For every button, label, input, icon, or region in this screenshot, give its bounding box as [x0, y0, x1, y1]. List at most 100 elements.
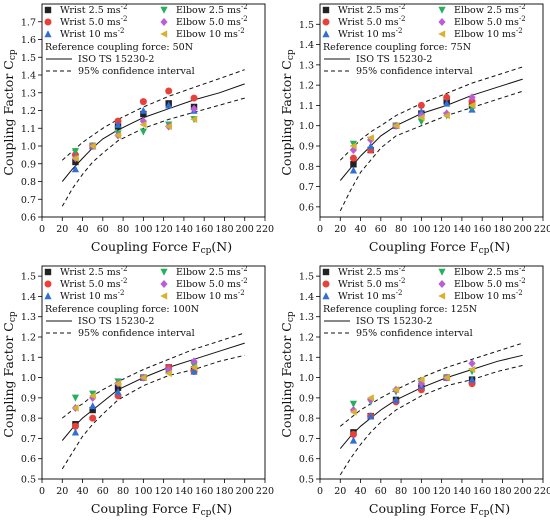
x-tick-label: 220 — [534, 224, 550, 235]
legend-label-text: Wrist 5.0 ms — [338, 17, 399, 28]
data-point — [349, 436, 358, 444]
y-tick-label: 0.8 — [21, 177, 36, 188]
y-tick-label: 0.6 — [21, 213, 36, 224]
x-tick-label: 120 — [155, 224, 173, 235]
y-tick-label: 0.8 — [299, 162, 314, 173]
x-axis-label-unit: (N) — [489, 501, 510, 516]
legend-label-sup: -2 — [516, 27, 523, 35]
data-point — [164, 122, 172, 131]
legend-label-sup: -2 — [399, 265, 406, 273]
data-point — [71, 428, 80, 436]
x-tick-label: 100 — [412, 486, 430, 497]
ci-upper-line — [339, 66, 523, 161]
data-point — [468, 101, 476, 110]
legend-label: Wrist 10 ms-2 — [338, 27, 402, 40]
x-axis-label-sub: cp — [201, 508, 212, 518]
y-tick-label: 1.4 — [21, 292, 36, 303]
data-point — [88, 142, 96, 150]
x-tick-label: 20 — [56, 486, 68, 497]
x-axis-label-sub: cp — [479, 508, 490, 518]
data-point — [442, 373, 450, 382]
legend-label-sup: -2 — [519, 277, 526, 285]
y-tick-label: 1.4 — [299, 292, 314, 303]
legend-iso-label: ISO TS 15230-2 — [78, 316, 154, 327]
y-tick-label: 1.1 — [21, 124, 36, 135]
legend-label: Elbow 2.5 ms-2 — [454, 265, 526, 278]
x-tick-label: 0 — [317, 486, 323, 497]
data-point — [190, 363, 198, 372]
legend-label-text: Elbow 5.0 ms — [176, 279, 241, 290]
series-triangle-left — [71, 115, 198, 163]
y-tick-label: 1.0 — [299, 121, 314, 132]
x-tick-label: 20 — [334, 486, 346, 497]
x-tick-label: 200 — [236, 224, 254, 235]
data-point — [164, 369, 172, 378]
y-tick-label: 1.3 — [299, 312, 314, 323]
data-point — [71, 154, 79, 163]
y-tick-label: 0.9 — [21, 393, 36, 404]
x-tick-label: 160 — [473, 224, 491, 235]
y-tick-label: 1.0 — [21, 373, 36, 384]
y-tick-label: 0.5 — [21, 475, 36, 486]
legend-label: Elbow 5.0 ms-2 — [176, 15, 248, 28]
x-tick-label: 120 — [433, 224, 451, 235]
x-axis-label-text: Coupling Force F — [369, 501, 479, 516]
legend-label-text: Wrist 5.0 ms — [60, 17, 121, 28]
legend-label: Elbow 2.5 ms-2 — [176, 3, 248, 16]
x-tick-label: 80 — [395, 486, 407, 497]
legend-label-sup: -2 — [516, 289, 523, 297]
legend-label: Elbow 2.5 ms-2 — [454, 3, 526, 16]
x-tick-label: 120 — [155, 486, 173, 497]
reference-force-text: Reference coupling force: 75N — [323, 42, 471, 53]
legend-label-sup: -2 — [241, 3, 248, 11]
data-point — [442, 111, 450, 120]
data-point — [350, 161, 357, 168]
data-point — [367, 412, 375, 420]
legend-label-sup: -2 — [519, 15, 526, 23]
reference-force-text: Reference coupling force: 125N — [323, 304, 477, 315]
series-diamond — [71, 357, 198, 412]
plot-frame — [319, 3, 544, 218]
legend-label-sup: -2 — [519, 3, 526, 11]
ci-lower-line — [61, 97, 245, 207]
ci-upper-line — [61, 69, 245, 161]
x-axis-label: Coupling Force Fcp(N) — [91, 501, 232, 518]
series-circle — [349, 93, 476, 162]
legend-label-text: Wrist 2.5 ms — [60, 267, 121, 278]
legend-label-sup: -2 — [238, 289, 245, 297]
x-tick-label: 40 — [76, 486, 88, 497]
data-point — [165, 365, 173, 374]
data-point — [366, 394, 374, 402]
data-point — [349, 408, 357, 416]
data-point — [71, 404, 79, 412]
data-point — [139, 121, 147, 129]
legend-iso-label: ISO TS 15230-2 — [356, 316, 432, 327]
legend-marker — [160, 30, 168, 38]
legend-ci-label: 95% confidence interval — [78, 328, 195, 339]
y-tick-label: 1.3 — [21, 312, 36, 323]
x-tick-label: 100 — [412, 224, 430, 235]
y-tick-label: 0.9 — [299, 393, 314, 404]
y-tick-label: 0.6 — [299, 454, 314, 465]
legend-label-sup: -2 — [238, 27, 245, 35]
y-axis-label-sub: cp — [286, 311, 296, 322]
legend-label-text: Wrist 5.0 ms — [60, 279, 121, 290]
y-tick-label: 0.8 — [21, 414, 36, 425]
data-point — [114, 120, 122, 128]
data-point — [417, 376, 425, 384]
legend-marker — [322, 268, 330, 276]
x-tick-label: 20 — [334, 224, 346, 235]
legend-ci-label: 95% confidence interval — [356, 328, 473, 339]
legend-marker — [322, 292, 330, 300]
y-tick-label: 1.5 — [21, 53, 36, 64]
y-tick-label: 1.0 — [21, 142, 36, 153]
x-axis-label-unit: (N) — [211, 239, 232, 254]
y-tick-label: 0.7 — [21, 195, 36, 206]
legend-label-text: Elbow 10 ms — [176, 29, 238, 40]
legend-label-text: Wrist 10 ms — [338, 291, 396, 302]
data-point — [443, 93, 451, 101]
legend-label-text: Elbow 10 ms — [454, 291, 516, 302]
y-tick-label: 1.1 — [299, 101, 314, 112]
y-tick-label: 1.4 — [299, 40, 314, 51]
x-tick-label: 60 — [375, 486, 387, 497]
